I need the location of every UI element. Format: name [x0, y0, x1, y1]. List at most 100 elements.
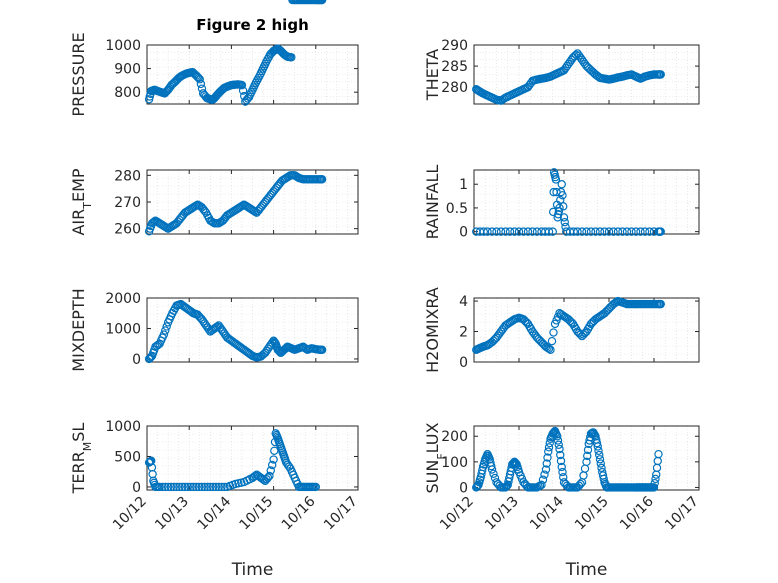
data-point: [544, 227, 554, 236]
data-point: [162, 322, 171, 331]
data-point: [554, 440, 563, 449]
y-axis-label: PRESSURE: [69, 32, 88, 116]
data-series: [144, 429, 320, 492]
data-series: [144, 299, 327, 364]
data-point: [514, 227, 524, 236]
data-point: [640, 227, 650, 236]
data-point: [583, 451, 592, 461]
data-point: [472, 482, 482, 491]
data-point: [203, 482, 212, 492]
subplot-6: 0 2 4 H2OMIXRA: [423, 287, 700, 373]
axes-box: [146, 44, 359, 105]
data-point: [557, 462, 566, 472]
data-point: [652, 463, 662, 473]
data-point: [496, 227, 506, 236]
data-point: [551, 175, 561, 184]
subplot-5: 0 1000 2000 MIXDEPTH: [69, 288, 359, 372]
axes-box: [146, 297, 359, 363]
y-tick-label: 1000: [105, 38, 141, 54]
x-axis-label: Time: [231, 560, 274, 580]
data-point: [650, 478, 659, 488]
data-point: [651, 474, 660, 484]
data-series: [472, 49, 665, 105]
data-point: [501, 227, 510, 236]
x-tick-label: 10/16: [617, 493, 657, 533]
data-point: [553, 436, 563, 445]
data-point: [597, 463, 606, 473]
y-tick-label: 270: [114, 195, 141, 211]
data-point: [549, 328, 558, 337]
data-point: [511, 458, 520, 467]
y-axis-label: THETA: [423, 49, 442, 101]
x-tick-label: 10/15: [572, 494, 612, 534]
data-point: [591, 227, 600, 236]
y-tick-label: 285: [441, 59, 468, 75]
data-point: [237, 80, 247, 90]
data-point: [548, 227, 557, 236]
data-point: [627, 227, 636, 236]
data-point: [192, 482, 201, 492]
data-point: [196, 202, 205, 211]
data-point: [170, 220, 180, 229]
data-point: [214, 482, 223, 492]
data-point: [161, 326, 170, 335]
data-point: [595, 227, 605, 236]
data-point: [645, 227, 654, 236]
data-point: [537, 480, 546, 490]
data-point: [169, 482, 178, 492]
data-point: [592, 438, 602, 448]
data-point: [483, 227, 492, 236]
data-series: [472, 168, 665, 236]
data-point: [166, 482, 176, 492]
data-point: [583, 445, 593, 455]
data-point: [519, 227, 528, 236]
data-point: [217, 482, 226, 492]
data-point: [595, 455, 605, 464]
x-tick-label: 10/16: [279, 493, 319, 533]
y-tick-label: 0: [132, 480, 141, 496]
data-point: [618, 227, 627, 236]
data-point: [594, 446, 603, 455]
y-tick-label: 260: [114, 222, 141, 238]
data-point: [159, 330, 169, 339]
y-tick-label: 500: [114, 449, 141, 465]
data-point: [479, 227, 488, 236]
y-axis-label: AIRTEMP: [69, 168, 94, 235]
data-point: [622, 227, 632, 236]
data-point: [609, 227, 618, 236]
data-point: [596, 459, 605, 468]
data-series: [144, 0, 327, 106]
data-point: [604, 227, 614, 236]
data-point: [194, 482, 204, 492]
y-tick-label: 2000: [105, 291, 141, 307]
data-point: [192, 201, 201, 210]
y-axis-label: SUNFLUX: [423, 422, 448, 493]
data-point: [558, 191, 567, 200]
grid: [473, 44, 700, 105]
data-point: [523, 227, 533, 236]
data-point: [177, 482, 187, 492]
data-point: [595, 450, 604, 460]
data-point: [487, 465, 497, 474]
data-point: [186, 482, 195, 492]
data-point: [287, 53, 296, 62]
x-tick-label: 10/17: [321, 494, 361, 534]
axes-box: [473, 297, 700, 363]
y-axis-label: TERRMSL: [69, 423, 94, 495]
data-point: [161, 482, 170, 492]
data-point: [582, 457, 591, 467]
data-point: [208, 482, 218, 492]
data-point: [270, 446, 279, 455]
data-point: [654, 449, 663, 459]
data-point: [532, 227, 542, 236]
data-point: [656, 299, 665, 309]
data-point: [200, 482, 209, 492]
data-point: [538, 475, 548, 484]
data-point: [555, 444, 564, 454]
data-point: [487, 461, 496, 471]
data-point: [148, 218, 158, 227]
data-point: [505, 227, 515, 236]
data-point: [155, 482, 164, 492]
y-tick-label: 900: [114, 62, 141, 78]
